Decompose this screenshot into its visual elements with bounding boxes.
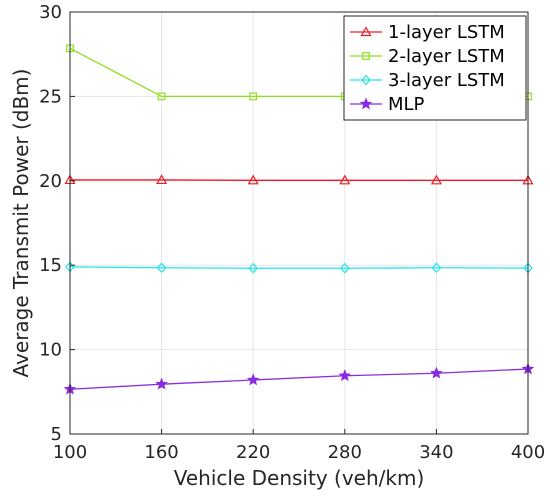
data-point <box>155 377 168 390</box>
data-point <box>156 262 167 274</box>
x-tick-label: 280 <box>328 442 362 463</box>
data-point <box>157 92 166 101</box>
axis-ticks: 100 160 220 280 340 400 5 10 15 20 25 30 <box>39 2 545 463</box>
legend-item: 2-layer LSTM <box>350 46 505 67</box>
y-tick-label: 5 <box>51 424 62 445</box>
legend-item: 3-layer LSTM <box>350 70 505 91</box>
legend-marker <box>359 97 373 110</box>
legend-item: 1-layer LSTM <box>350 22 505 43</box>
y-tick-label: 15 <box>39 255 62 276</box>
legend-marker <box>361 74 371 86</box>
legend-marker <box>362 52 370 60</box>
series-line <box>69 368 529 390</box>
data-point <box>430 174 442 185</box>
legend-box <box>343 15 527 121</box>
data-point <box>430 366 443 379</box>
legend-label: 2-layer LSTM <box>388 46 505 67</box>
data-point <box>247 174 259 185</box>
plot-frame <box>69 11 529 435</box>
data-point <box>248 262 259 274</box>
data-point <box>339 174 351 185</box>
series-line <box>69 266 529 269</box>
data-point <box>249 92 258 101</box>
data-point <box>339 262 350 274</box>
x-axis-title: Vehicle Density (veh/km) <box>174 466 425 490</box>
legend-label: 1-layer LSTM <box>388 22 505 43</box>
data-point <box>246 373 260 386</box>
x-tick-label: 340 <box>419 442 453 463</box>
legend: 1-layer LSTM 2-layer LSTM 3-layer LSTM MLP <box>343 15 527 121</box>
legend-label: 3-layer LSTM <box>388 70 505 91</box>
legend-marker <box>360 26 372 37</box>
x-tick-label: 400 <box>511 442 545 463</box>
y-tick-label: 25 <box>39 86 62 107</box>
x-tick-label: 160 <box>144 442 178 463</box>
y-tick-label: 10 <box>39 340 62 361</box>
y-tick-label: 20 <box>39 171 62 192</box>
data-point <box>156 174 168 185</box>
data-point <box>338 369 352 382</box>
y-axis-title: Average Transmit Power (dBm) <box>9 69 33 378</box>
x-tick-label: 220 <box>236 442 270 463</box>
y-tick-label: 30 <box>39 2 62 23</box>
data-point <box>431 262 442 274</box>
x-tick-label: 100 <box>53 442 87 463</box>
legend-item: MLP <box>350 94 425 115</box>
legend-label: MLP <box>388 94 425 115</box>
